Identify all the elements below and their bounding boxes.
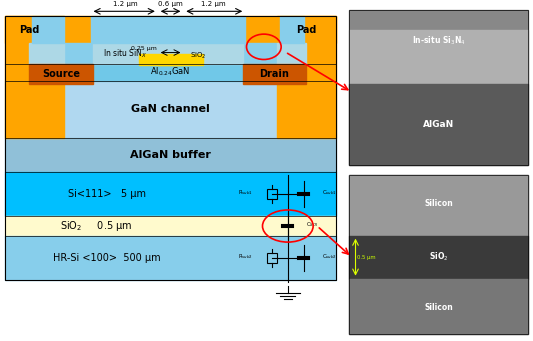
Bar [5, 236, 336, 280]
Bar [349, 175, 528, 236]
Text: R$_{sub1}$: R$_{sub1}$ [238, 188, 253, 197]
Text: 0.5 μm: 0.5 μm [357, 255, 376, 260]
Bar [349, 279, 528, 334]
Bar [277, 16, 336, 138]
Bar [158, 57, 183, 65]
Text: Silicon: Silicon [424, 303, 453, 312]
Text: SiO$_2$: SiO$_2$ [190, 51, 206, 61]
Bar [266, 189, 277, 199]
Text: 1.2 μm: 1.2 μm [200, 1, 225, 7]
Bar [349, 175, 528, 334]
Bar [243, 64, 306, 84]
Text: C$_{sub2}$: C$_{sub2}$ [322, 252, 337, 261]
Text: C$_{SOI}$: C$_{SOI}$ [306, 220, 319, 229]
Bar [349, 175, 528, 334]
Bar [29, 64, 93, 84]
Text: Pad: Pad [19, 25, 39, 35]
Bar [5, 16, 64, 138]
Bar [5, 80, 336, 138]
Text: C$_{sub1}$: C$_{sub1}$ [322, 188, 337, 197]
Bar [349, 10, 528, 165]
Text: SiO$_2$: SiO$_2$ [429, 251, 448, 263]
Text: Source: Source [42, 69, 80, 79]
Text: AlGaN buffer: AlGaN buffer [130, 150, 211, 160]
Text: 0.25 μm: 0.25 μm [131, 46, 157, 51]
Bar [64, 43, 277, 64]
Text: GaN channel: GaN channel [131, 104, 210, 114]
Text: Si<111>   5 μm: Si<111> 5 μm [68, 189, 146, 199]
Bar [349, 84, 528, 165]
Bar [29, 43, 64, 64]
Text: In situ SiN$_X$: In situ SiN$_X$ [103, 47, 148, 60]
Bar [5, 172, 336, 216]
Text: 1.2 μm: 1.2 μm [113, 1, 138, 7]
Bar [5, 16, 336, 280]
Bar [349, 236, 528, 279]
Bar [5, 16, 336, 43]
Bar [349, 10, 528, 165]
Bar [32, 16, 64, 43]
Bar [155, 57, 187, 63]
Text: Al$_{0.24}$GaN: Al$_{0.24}$GaN [150, 66, 191, 78]
Bar [349, 30, 528, 84]
Bar [64, 64, 277, 80]
Bar [277, 43, 306, 64]
Bar [5, 216, 336, 236]
Text: SiO$_2$     0.5 μm: SiO$_2$ 0.5 μm [60, 219, 132, 233]
Text: Silicon: Silicon [424, 199, 453, 208]
Text: In-situ Si$_3$N$_4$: In-situ Si$_3$N$_4$ [411, 34, 465, 47]
Text: HR-Si <100>  500 μm: HR-Si <100> 500 μm [53, 253, 160, 263]
Text: Pad: Pad [296, 25, 317, 35]
Bar [280, 16, 304, 43]
Text: 0.6 μm: 0.6 μm [158, 1, 183, 7]
Bar [91, 16, 245, 43]
Bar [93, 43, 243, 64]
Text: Drain: Drain [260, 69, 289, 79]
Text: R$_{sub2}$: R$_{sub2}$ [238, 252, 253, 261]
Bar [266, 253, 277, 263]
Text: AlGaN: AlGaN [423, 120, 454, 129]
Bar [5, 138, 336, 172]
Bar [139, 54, 203, 65]
